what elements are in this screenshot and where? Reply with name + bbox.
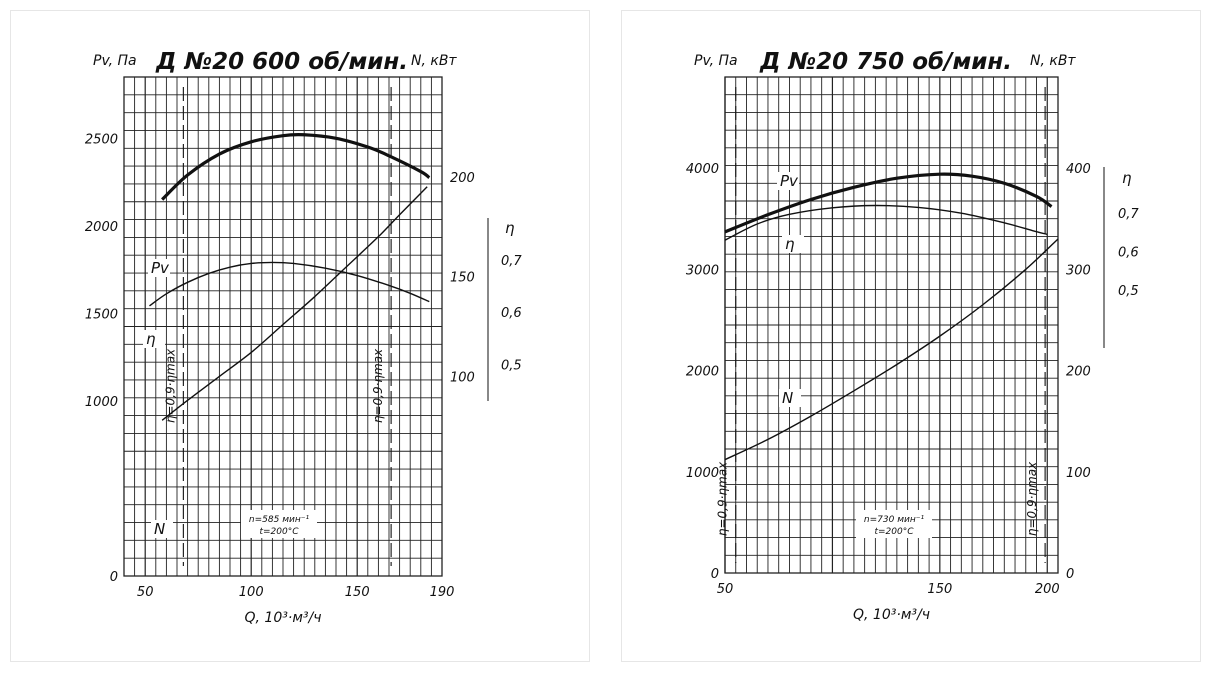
operating-note: n=585 мин⁻¹ — [249, 515, 310, 525]
eta-tick-label: 0,6 — [501, 306, 522, 321]
chart-title: Д №20 750 об/мин. — [759, 49, 1012, 75]
x-tick-label: 50 — [137, 585, 154, 600]
x-tick-label: 190 — [430, 585, 455, 600]
power-tick-label: 150 — [450, 271, 475, 286]
series-curve-eta — [724, 204, 1048, 241]
eta-tick-label: 0,7 — [1118, 207, 1139, 222]
x-axis-label: Q, 10³·м³/ч — [853, 607, 930, 623]
series-label: N — [782, 389, 793, 407]
power-tick-label: 300 — [1066, 263, 1091, 278]
efficiency-boundary-label: η=0,9·ηmax — [371, 348, 385, 423]
eta-tick-label: 0,7 — [501, 254, 522, 269]
series-label-bg — [151, 520, 173, 538]
efficiency-boundary-label: η=0,9·ηmax — [163, 348, 177, 423]
x-tick-label: 200 — [1035, 582, 1060, 597]
efficiency-boundary-label: η=0,9·ηmax — [716, 461, 730, 536]
y-tick-label: 0 — [711, 567, 719, 582]
series-label: N — [154, 520, 165, 538]
x-tick-label: 100 — [239, 585, 264, 600]
y-tick-label: 1000 — [85, 395, 118, 410]
x-tick-label: 150 — [345, 585, 370, 600]
chart-panel-right: Pv, Па Д №20 750 об/мин. N, кВт 50 150 200 0 10… — [621, 10, 1201, 662]
y-right-axis-label: N, кВт — [411, 53, 457, 69]
y-left-axis-label: Pv, Па — [93, 53, 137, 69]
note-box — [856, 510, 932, 538]
eta-axis-title: η — [505, 219, 515, 237]
operating-note: n=730 мин⁻¹ — [864, 515, 925, 525]
y-tick-label: 0 — [110, 570, 118, 585]
chart-title: Д №20 600 об/мин. — [155, 49, 408, 75]
plot-frame — [123, 76, 443, 577]
operating-note: t=200°C — [259, 527, 299, 537]
series-label: η — [785, 235, 795, 253]
fan-performance-chart-600rpm: Pv, Па Д №20 600 об/мин. N, кВт 50 100 150 190… — [85, 49, 522, 626]
efficiency-boundary-label: η=0,9·ηmax — [1025, 461, 1039, 536]
x-axis-label: Q, 10³·м³/ч — [245, 610, 322, 626]
y-tick-label: 2500 — [85, 132, 118, 147]
series-label-bg — [779, 389, 801, 407]
power-tick-label: 200 — [450, 171, 475, 186]
y-tick-label: 2000 — [85, 220, 118, 235]
series-label-bg — [782, 235, 804, 253]
series-label: η — [146, 330, 156, 348]
series-curve-n — [724, 238, 1059, 461]
series-label: Pv — [151, 259, 170, 277]
y-right-axis-label: N, кВт — [1030, 53, 1076, 69]
power-tick-label: 0 — [1066, 567, 1074, 582]
plot-frame — [724, 76, 1059, 574]
eta-tick-label: 0,6 — [1118, 246, 1139, 261]
power-tick-label: 100 — [1066, 466, 1091, 481]
chart-panel-left: Pv, Па Д №20 600 об/мин. N, кВт 50 100 150 190… — [10, 10, 590, 662]
y-tick-label: 1000 — [686, 466, 719, 481]
eta-axis-title: η — [1122, 169, 1132, 187]
series-curve-eta — [149, 261, 430, 307]
eta-tick-label: 0,5 — [1118, 284, 1139, 299]
series-label-bg — [148, 259, 170, 277]
x-tick-label: 50 — [717, 582, 734, 597]
y-tick-label: 1500 — [85, 307, 118, 322]
eta-tick-label: 0,5 — [501, 358, 522, 373]
series-label-bg — [143, 330, 165, 348]
series-curve-pv — [724, 172, 1053, 234]
power-tick-label: 400 — [1066, 162, 1091, 177]
series-label-bg — [777, 172, 799, 190]
y-left-axis-label: Pv, Па — [694, 53, 738, 69]
y-tick-label: 4000 — [686, 162, 719, 177]
series-curve-n — [161, 186, 428, 421]
y-tick-label: 2000 — [686, 365, 719, 380]
y-tick-label: 3000 — [686, 263, 719, 278]
series-curve-pv — [161, 132, 431, 201]
operating-note: t=200°C — [874, 527, 914, 537]
power-tick-label: 200 — [1066, 365, 1091, 380]
power-tick-label: 100 — [450, 370, 475, 385]
series-label: Pv — [780, 172, 799, 190]
note-box — [241, 510, 317, 538]
x-tick-label: 150 — [927, 582, 952, 597]
